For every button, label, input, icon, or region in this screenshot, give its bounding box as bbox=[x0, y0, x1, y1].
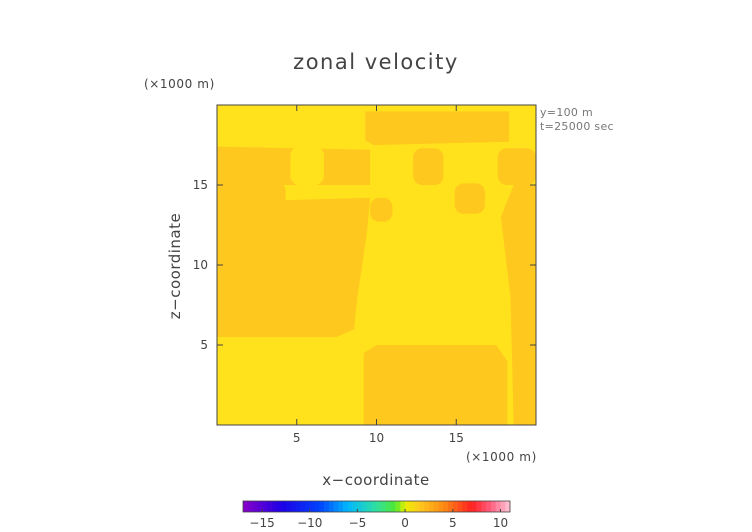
y-axis-ticks: 5 10 15 bbox=[193, 178, 536, 352]
y-tick-label: 5 bbox=[200, 338, 208, 352]
colorbar-swatch bbox=[428, 501, 435, 512]
colorbar-swatch bbox=[300, 501, 306, 512]
x-tick-label: 10 bbox=[369, 431, 384, 445]
colorbar-swatch bbox=[262, 501, 268, 512]
colorbar-swatch bbox=[304, 501, 311, 512]
field-region bbox=[217, 185, 371, 337]
field-cell bbox=[413, 148, 444, 185]
colorbar-swatch bbox=[486, 501, 492, 512]
x-tick-label: 5 bbox=[293, 431, 301, 445]
colorbar-swatch bbox=[495, 501, 501, 512]
field-patches bbox=[253, 146, 536, 222]
colorbar-swatch bbox=[295, 501, 301, 512]
chart-title: zonal velocity bbox=[293, 50, 459, 74]
colorbar-swatch bbox=[505, 501, 511, 512]
colorbar-swatch bbox=[500, 501, 506, 512]
y-axis-label: z−coordinate bbox=[166, 213, 184, 319]
colorbar-swatch bbox=[371, 501, 377, 512]
colorbar-swatch bbox=[481, 501, 487, 512]
colorbar-swatch bbox=[281, 501, 287, 512]
x-axis-ticks: 5 10 15 bbox=[293, 105, 464, 445]
colorbar-tick-label: −5 bbox=[349, 516, 367, 530]
colorbar-swatch bbox=[328, 501, 334, 512]
colorbar-swatch bbox=[338, 501, 344, 512]
colorbar-swatch bbox=[266, 501, 272, 512]
colorbar-swatch bbox=[347, 501, 353, 512]
field-regions bbox=[217, 111, 536, 425]
colorbar-swatch bbox=[443, 501, 449, 512]
colorbar-swatch bbox=[357, 501, 363, 512]
colorbar-swatch bbox=[419, 501, 425, 512]
colorbar-swatch bbox=[490, 501, 496, 512]
annotation-line: y=100 m bbox=[540, 106, 593, 119]
field-cell bbox=[253, 181, 286, 216]
x-tick-label: 15 bbox=[449, 431, 464, 445]
colorbar-swatch bbox=[333, 501, 339, 512]
colorbar-swatch bbox=[285, 501, 291, 512]
colorbar-swatch bbox=[433, 501, 439, 512]
colorbar-swatch bbox=[247, 501, 253, 512]
colorbar-swatch bbox=[452, 501, 458, 512]
colorbar-tick-label: 5 bbox=[449, 516, 457, 530]
colorbar-swatch bbox=[352, 501, 358, 512]
annotation-group: y=100 mt=25000 sec bbox=[540, 106, 614, 133]
field-region bbox=[500, 185, 536, 425]
x-axis-label: x−coordinate bbox=[322, 471, 429, 489]
colorbar-swatch bbox=[390, 501, 396, 512]
y-tick-label: 10 bbox=[193, 258, 208, 272]
colorbar-swatch bbox=[462, 501, 468, 512]
colorbar-swatch bbox=[243, 501, 249, 512]
colorbar-swatch bbox=[276, 501, 282, 512]
colorbar-swatch bbox=[343, 501, 349, 512]
colorbar-swatch bbox=[457, 501, 463, 512]
colorbar-tick-label: 10 bbox=[493, 516, 508, 530]
field-cell bbox=[497, 148, 536, 185]
field-region bbox=[363, 345, 508, 425]
colorbar-swatch bbox=[395, 501, 401, 512]
colorbar-swatch bbox=[309, 501, 315, 512]
colorbar-swatch bbox=[366, 501, 373, 512]
colorbar-swatch bbox=[314, 501, 320, 512]
colorbar-swatch bbox=[324, 501, 330, 512]
colorbar-swatch bbox=[409, 501, 415, 512]
colorbar-swatch bbox=[319, 501, 325, 512]
field-cell bbox=[370, 197, 393, 222]
colorbar-swatch bbox=[376, 501, 382, 512]
colorbar-swatch bbox=[386, 501, 392, 512]
colorbar-swatch bbox=[471, 501, 477, 512]
field-region bbox=[365, 111, 509, 145]
colorbar-swatch bbox=[467, 501, 473, 512]
colorbar-swatch bbox=[252, 501, 258, 512]
colorbar-swatch bbox=[405, 501, 411, 512]
colorbar-frame bbox=[242, 500, 511, 513]
annotation-line: t=25000 sec bbox=[540, 120, 614, 133]
field-cell bbox=[290, 146, 324, 185]
field-cell bbox=[454, 183, 485, 214]
colorbar-tick-label: −15 bbox=[249, 516, 274, 530]
colorbar-swatch bbox=[400, 501, 406, 512]
y-tick-label: 15 bbox=[193, 178, 208, 192]
colorbar-tick-label: 0 bbox=[401, 516, 409, 530]
colorbar-swatch bbox=[271, 501, 277, 512]
x-axis-unit: (×1000 m) bbox=[466, 450, 537, 464]
colorbar-swatch bbox=[362, 501, 368, 512]
y-axis-unit: (×1000 m) bbox=[144, 77, 215, 91]
colorbar-tick-label: −10 bbox=[297, 516, 322, 530]
colorbar-swatch bbox=[290, 501, 296, 512]
colorbar-swatch bbox=[414, 501, 420, 512]
colorbar-swatch bbox=[438, 501, 444, 512]
colorbar-swatch bbox=[424, 501, 430, 512]
colorbar-swatch bbox=[257, 501, 263, 512]
colorbar-swatch bbox=[448, 501, 454, 512]
colorbar-swatch bbox=[476, 501, 482, 512]
colorbar-swatch bbox=[381, 501, 387, 512]
colorbar: −15 −10 −5 0 5 10 bbox=[242, 500, 511, 530]
